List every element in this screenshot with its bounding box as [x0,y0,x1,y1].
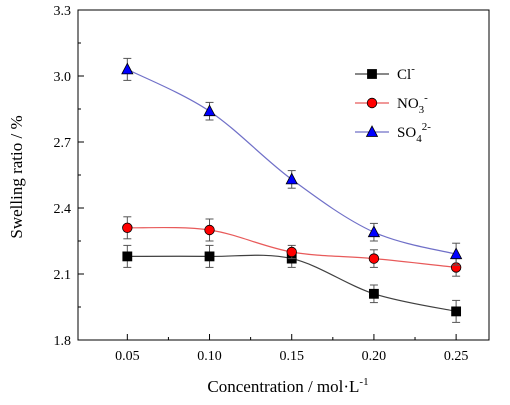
data-point-cl [204,251,215,262]
x-axis-label-superscript: -1 [359,376,368,388]
data-point-so4 [203,104,216,117]
plot-area-border [77,9,490,341]
data-point-cl [451,306,462,317]
x-tick-label: 0.15 [279,349,304,364]
y-tick-label: 1.8 [54,334,72,349]
data-point-cl [369,288,379,299]
legend-marker-no3 [366,97,378,109]
x-axis: 0.05 0.10 0.15 0.20 0.25 [115,334,468,364]
series-layer [121,57,463,323]
data-point-no3 [204,224,215,236]
legend-label-no3: NO3- [397,92,428,116]
data-point-so4 [285,172,298,185]
x-tick-label: 0.10 [197,349,222,364]
x-tick-label: 0.25 [444,349,469,364]
y-axis: 1.8 2.1 2.4 2.7 3.0 3.3 [54,4,84,349]
data-point-no3 [368,253,380,264]
legend-marker-cl [367,69,377,79]
legend-item-no3: NO3- [355,92,428,116]
data-point-so4 [121,62,134,75]
x-axis-label: Concentration / mol·L-1 [207,376,368,396]
y-tick-label: 2.1 [54,268,72,283]
x-tick-label: 0.20 [362,349,387,364]
data-point-so4 [367,225,381,238]
data-point-no3 [122,222,133,234]
legend: Cl- NO3- SO42- [355,63,431,145]
series-so4 [121,57,463,266]
data-point-no3 [286,246,297,258]
data-point-cl [122,251,133,262]
legend-label-cl: Cl- [397,63,415,83]
plot-frame [77,9,490,341]
y-tick-label: 2.7 [54,136,72,151]
y-axis-label: Swelling ratio / % [7,115,26,238]
x-tick-label: 0.05 [115,349,140,364]
data-point-so4 [449,247,463,260]
legend-item-so4: SO42- [355,121,431,145]
legend-label-so4: SO42- [397,121,431,145]
y-tick-label: 3.3 [54,4,72,19]
legend-item-cl: Cl- [355,63,415,83]
legend-marker-so4 [365,125,379,137]
y-tick-label: 3.0 [54,70,72,85]
series-no3 [122,216,462,277]
y-tick-label: 2.4 [54,202,72,217]
